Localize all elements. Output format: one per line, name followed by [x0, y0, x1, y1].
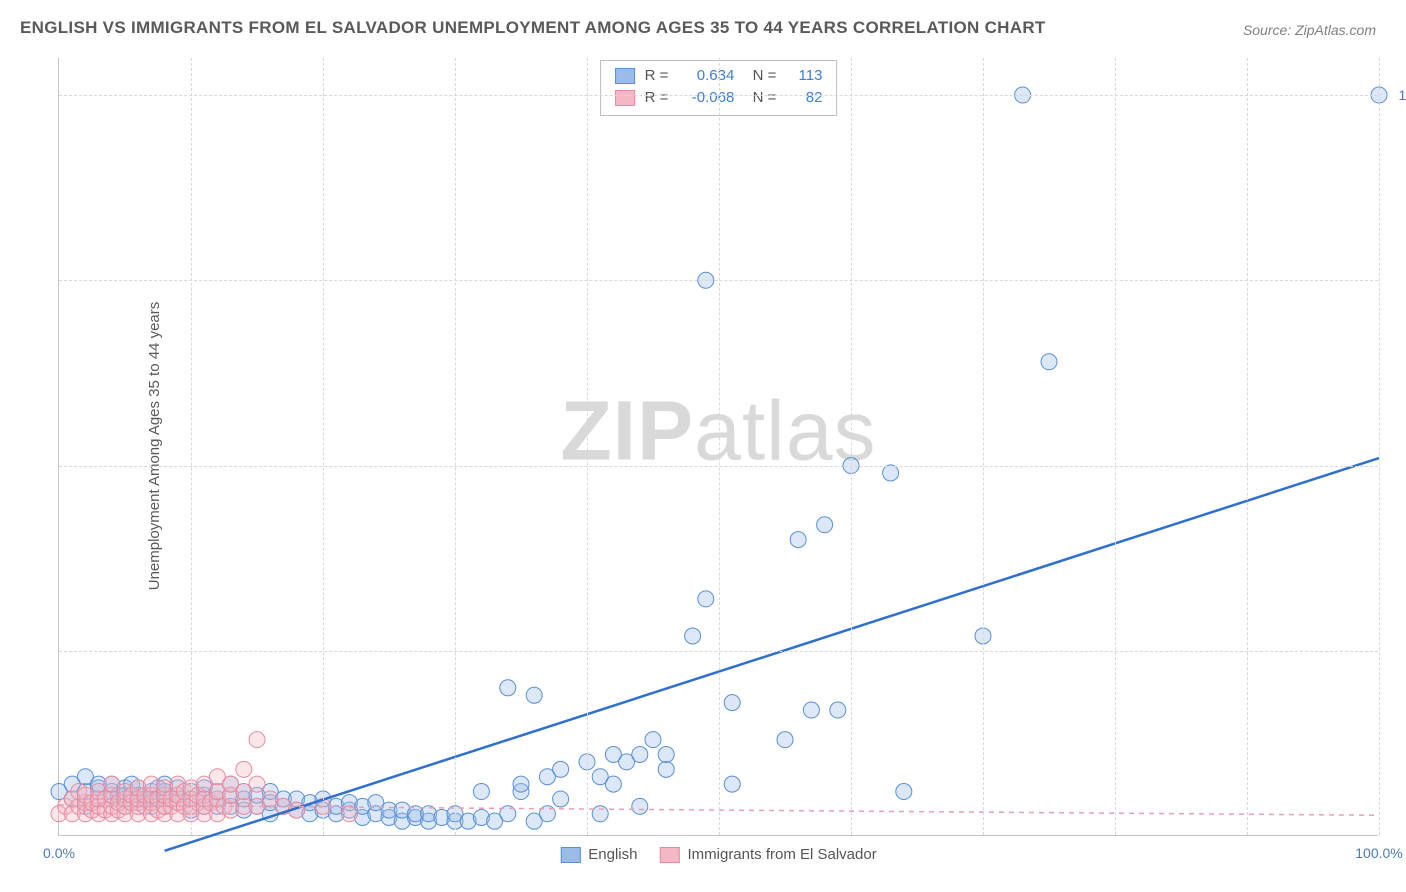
data-point: [777, 732, 793, 748]
gridline-v: [1247, 58, 1248, 835]
data-point: [592, 806, 608, 822]
data-point: [553, 791, 569, 807]
gridline-v: [455, 58, 456, 835]
stat-r-value: 0.634: [678, 65, 734, 87]
data-point: [341, 806, 357, 822]
legend-swatch: [615, 90, 635, 106]
bottom-legend: English Immigrants from El Salvador: [560, 846, 876, 863]
gridline-v: [1379, 58, 1380, 835]
data-point: [553, 761, 569, 777]
legend-item: Immigrants from El Salvador: [659, 846, 876, 863]
data-point: [500, 680, 516, 696]
stat-n-label: N =: [744, 87, 776, 109]
data-point: [803, 702, 819, 718]
gridline-v: [983, 58, 984, 835]
gridline-v: [1115, 58, 1116, 835]
data-point: [513, 776, 529, 792]
legend-swatch: [560, 847, 580, 863]
stat-r-label: R =: [645, 87, 669, 109]
legend-swatch: [615, 68, 635, 84]
data-point: [236, 761, 252, 777]
stat-n-label: N =: [744, 65, 776, 87]
data-point: [724, 695, 740, 711]
x-tick-label: 0.0%: [43, 845, 75, 861]
data-point: [632, 746, 648, 762]
data-point: [473, 784, 489, 800]
data-point: [817, 517, 833, 533]
data-point: [896, 784, 912, 800]
data-point: [1041, 354, 1057, 370]
data-point: [724, 776, 740, 792]
gridline-v: [851, 58, 852, 835]
data-point: [526, 687, 542, 703]
data-point: [632, 798, 648, 814]
legend-item: English: [560, 846, 637, 863]
trend-line: [165, 458, 1379, 851]
legend-label: English: [588, 846, 637, 863]
legend-label: Immigrants from El Salvador: [687, 846, 876, 863]
x-tick-label: 100.0%: [1355, 845, 1402, 861]
gridline-v: [323, 58, 324, 835]
data-point: [658, 746, 674, 762]
stat-n-value: 113: [786, 65, 822, 87]
source-label: Source: ZipAtlas.com: [1243, 22, 1376, 38]
data-point: [249, 732, 265, 748]
y-tick-label: 100.0%: [1399, 87, 1406, 103]
data-point: [830, 702, 846, 718]
gridline-v: [587, 58, 588, 835]
data-point: [645, 732, 661, 748]
chart-title: ENGLISH VS IMMIGRANTS FROM EL SALVADOR U…: [20, 18, 1046, 38]
stat-n-value: 82: [786, 87, 822, 109]
stat-r-label: R =: [645, 65, 669, 87]
data-point: [249, 776, 265, 792]
legend-swatch: [659, 847, 679, 863]
data-point: [790, 532, 806, 548]
plot-area: ZIPatlas R =0.634 N =113R =-0.068 N =82 …: [58, 58, 1378, 836]
data-point: [883, 465, 899, 481]
data-point: [698, 591, 714, 607]
data-point: [685, 628, 701, 644]
stat-r-value: -0.068: [678, 87, 734, 109]
gridline-v: [191, 58, 192, 835]
data-point: [605, 776, 621, 792]
data-point: [658, 761, 674, 777]
gridline-v: [719, 58, 720, 835]
